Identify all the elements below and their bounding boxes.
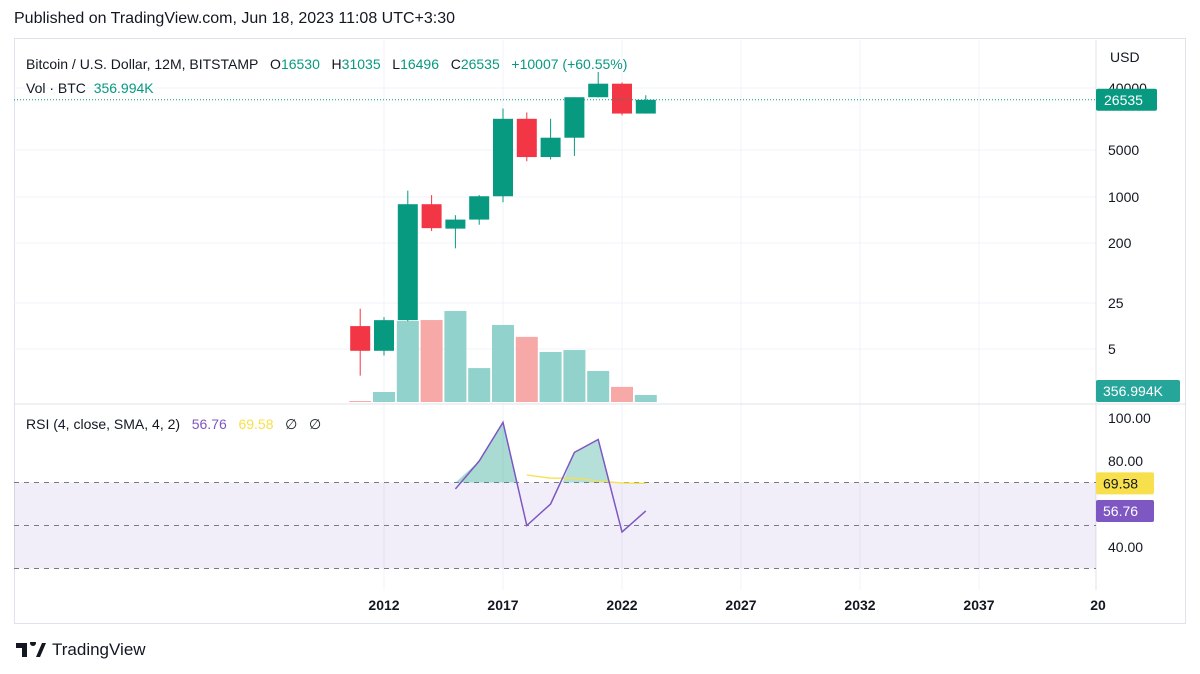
empty-value-icon: ∅ — [285, 416, 298, 432]
time-tick-label: 2037 — [963, 597, 994, 613]
candle-body — [612, 83, 632, 114]
candle-body — [445, 219, 466, 229]
last-volume-label: 356.994K — [1103, 383, 1164, 399]
volume-bar — [515, 336, 538, 402]
published-caption: Published on TradingView.com, Jun 18, 20… — [14, 10, 456, 27]
candle-body — [588, 83, 609, 98]
volume-bar — [396, 321, 419, 402]
high-value: 31035 — [341, 56, 381, 72]
chart-frame — [14, 38, 1186, 624]
brand-name: TradingView — [52, 640, 146, 659]
candle-body — [540, 137, 561, 158]
candle-body — [397, 204, 418, 321]
close-label: C — [450, 56, 461, 72]
volume-bar — [634, 395, 657, 402]
candle-body — [421, 204, 442, 229]
price-tick-label: 25 — [1108, 295, 1124, 311]
price-tick-label: 1000 — [1108, 189, 1139, 205]
tradingview-logo-icon — [16, 642, 46, 657]
candle-body — [469, 196, 490, 220]
rsi-line — [454, 420, 647, 534]
volume-bar — [611, 386, 633, 402]
candle-body — [493, 118, 513, 197]
last-price-label: 26535 — [1104, 92, 1143, 108]
time-tick-label: 2032 — [844, 597, 875, 613]
candle-body — [564, 97, 585, 138]
price-tick-label: 5 — [1108, 341, 1116, 357]
currency-label: USD — [1110, 49, 1140, 65]
rsi-sma-line — [526, 474, 646, 485]
change-value: +10007 (+60.55%) — [511, 56, 628, 72]
open-label: O — [270, 56, 281, 72]
rsi-overbought-fill — [455, 422, 518, 483]
rsi-legend: RSI (4, close, SMA, 4, 2) 56.76 69.58 ∅ … — [26, 416, 321, 433]
symbol-title: Bitcoin / U.S. Dollar, 12M, BITSTAMP — [26, 56, 259, 72]
rsi-value: 56.76 — [191, 416, 227, 432]
price-tick-label: 5000 — [1108, 142, 1139, 158]
rsi-sma-badge — [1096, 472, 1154, 495]
candle-body — [374, 320, 394, 351]
rsi-badge — [1096, 499, 1154, 522]
volume-bar — [420, 320, 443, 402]
volume-label: Vol · BTC — [26, 80, 86, 96]
tradingview-logo[interactable]: TradingView — [16, 640, 146, 660]
rsi-tick-label: 100.00 — [1108, 410, 1151, 426]
volume-value: 356.994K — [93, 80, 154, 96]
volume-bar — [539, 352, 562, 402]
volume-bar — [492, 324, 514, 402]
volume-bar — [563, 350, 586, 402]
volume-bar — [587, 371, 610, 402]
rsi-badge-label: 56.76 — [1103, 503, 1138, 519]
volume-bar — [373, 392, 395, 402]
time-tick-label: 2022 — [606, 597, 637, 613]
last-volume-badge — [1096, 380, 1180, 402]
rsi-title: RSI (4, close, SMA, 4, 2) — [26, 416, 181, 432]
volume-bar — [349, 401, 372, 402]
open-value: 16530 — [280, 56, 320, 72]
rsi-tick-label: 40.00 — [1108, 539, 1143, 555]
time-tick-label: 2017 — [487, 597, 518, 613]
candle-body — [635, 99, 656, 114]
close-value: 26535 — [460, 56, 500, 72]
candle-body — [516, 118, 537, 158]
rsi-sma-badge-label: 69.58 — [1103, 475, 1138, 491]
time-tick-label: 2012 — [368, 597, 399, 613]
rsi-overbought-fill — [562, 439, 611, 483]
empty-value-icon: ∅ — [309, 416, 322, 432]
price-tick-label: 200 — [1108, 235, 1132, 251]
rsi-tick-label: 80.00 — [1108, 453, 1143, 469]
volume-bar — [444, 311, 467, 402]
high-label: H — [331, 56, 342, 72]
volume-bar — [468, 368, 491, 402]
main-legend: Bitcoin / U.S. Dollar, 12M, BITSTAMP O16… — [26, 52, 627, 100]
time-tick-label: 2027 — [725, 597, 756, 613]
low-value: 16496 — [400, 56, 440, 72]
candle-body — [350, 326, 371, 351]
time-tick-label: 20 — [1090, 597, 1106, 613]
rsi-sma-value: 69.58 — [238, 416, 274, 432]
last-price-badge — [1096, 88, 1157, 111]
low-label: L — [392, 56, 401, 72]
